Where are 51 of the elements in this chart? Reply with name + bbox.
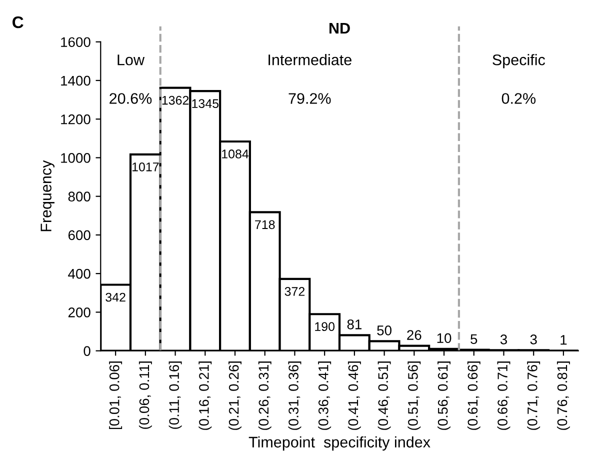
data-label: 1084 — [222, 150, 249, 158]
data-label: 1 — [560, 335, 567, 345]
x-tick-label: (0.06, 0.11] — [138, 362, 152, 429]
data-label: 26 — [407, 330, 422, 340]
chart-title: ND — [330, 23, 350, 34]
data-label: 81 — [347, 319, 362, 330]
x-tick-label: (0.56, 0.61] — [438, 362, 450, 430]
text: C — [12, 16, 24, 28]
x-tick-label: (0.66, 0.71] — [497, 362, 510, 430]
data-label: 190 — [315, 322, 335, 332]
x-tick-label: (0.11, 0.16] — [168, 362, 182, 429]
annotation: Low — [118, 54, 145, 66]
x-tick-label: (0.31, 0.36] — [288, 362, 302, 430]
x-tick-label: (0.51, 0.56] — [408, 362, 421, 430]
y-tick-label: 400 — [68, 268, 90, 279]
annotation: 79.2% — [288, 93, 331, 104]
data-label: 1345 — [192, 99, 219, 108]
y-axis-title: Frequency — [40, 160, 54, 232]
x-tick-label: (0.46, 0.51] — [378, 362, 391, 430]
data-label: 10 — [437, 333, 452, 344]
data-label: 1017 — [132, 162, 159, 172]
data-label: 3 — [500, 334, 507, 344]
x-tick-label: (0.76, 0.81] — [556, 362, 570, 430]
y-tick-label: 0 — [84, 346, 90, 356]
y-tick-label: 600 — [68, 230, 90, 240]
data-label: 372 — [284, 287, 305, 296]
x-tick-label: (0.41, 0.46] — [348, 362, 361, 430]
x-tick-label: [0.01, 0.06] — [109, 362, 122, 430]
x-tick-label: (0.61, 0.66] — [467, 362, 480, 430]
x-tick-label: (0.16, 0.21] — [198, 362, 212, 430]
data-label: 342 — [106, 292, 126, 302]
x-axis-title: Timepoint specificity index — [248, 436, 430, 451]
data-label: 3 — [530, 334, 537, 344]
annotation: Intermediate — [268, 54, 352, 66]
y-tick-label: 1600 — [61, 37, 90, 48]
annotation: 0.2% — [502, 93, 536, 104]
annotation: 20.6% — [110, 93, 152, 104]
data-label: 5 — [470, 334, 478, 344]
y-tick-label: 1400 — [61, 76, 90, 86]
data-label: 1362 — [162, 96, 189, 105]
annotation: Specific — [492, 54, 546, 68]
y-tick-label: 1000 — [61, 153, 90, 163]
y-tick-label: 200 — [68, 308, 90, 318]
x-tick-label: (0.36, 0.41] — [318, 362, 332, 430]
x-tick-label: (0.26, 0.31] — [258, 362, 272, 430]
data-label: 718 — [255, 220, 275, 230]
data-label: 50 — [377, 325, 392, 336]
y-tick-label: 1200 — [61, 114, 90, 124]
x-tick-label: (0.71, 0.76] — [527, 362, 540, 430]
y-tick-label: 800 — [68, 192, 90, 202]
x-tick-label: (0.21, 0.26] — [228, 362, 242, 430]
